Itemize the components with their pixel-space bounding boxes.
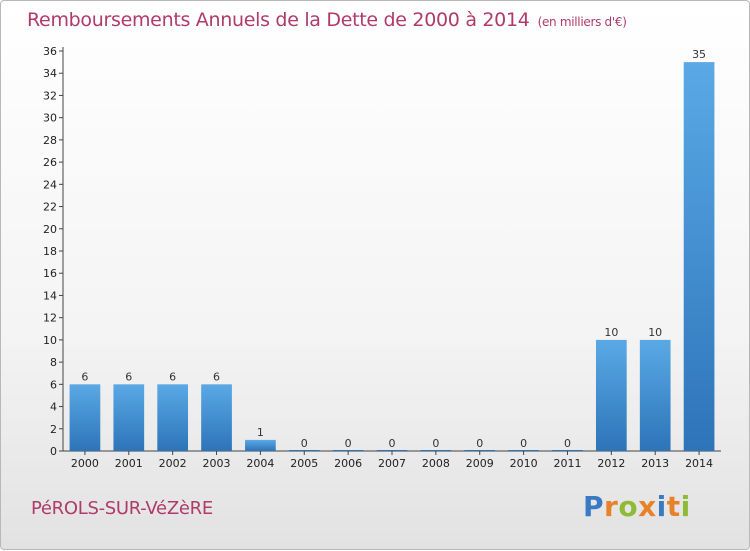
y-tick-label: 0 — [50, 445, 57, 458]
bar-2005 — [288, 450, 320, 451]
logo-letter: i — [656, 490, 667, 523]
bar-2013 — [639, 339, 671, 451]
logo-letter: i — [680, 490, 691, 523]
value-label-2014: 35 — [692, 48, 706, 61]
x-tick-label-2007: 2007 — [378, 457, 406, 470]
proxiti-logo[interactable]: Proxiti — [583, 490, 691, 523]
x-tick-label-2006: 2006 — [334, 457, 362, 470]
y-tick-label: 34 — [43, 67, 57, 80]
logo-letter: o — [618, 490, 639, 523]
value-label-2003: 6 — [213, 370, 220, 383]
value-label-2008: 0 — [432, 437, 439, 450]
y-tick-label: 8 — [50, 356, 57, 369]
title-text: Remboursements Annuels de la Dette de 20… — [27, 9, 530, 31]
x-tick-label-2009: 2009 — [466, 457, 494, 470]
value-label-2011: 0 — [564, 437, 571, 450]
bar-2004 — [245, 439, 276, 451]
x-tick-label-2000: 2000 — [71, 457, 99, 470]
y-tick-label: 16 — [43, 267, 57, 280]
x-tick-label-2001: 2001 — [115, 457, 143, 470]
x-tick-label-2011: 2011 — [553, 457, 581, 470]
commune-name: PéROLS-SUR-VéZèRE — [31, 498, 213, 519]
value-label-2010: 0 — [520, 437, 527, 450]
bar-2011 — [552, 450, 583, 451]
y-tick-label: 30 — [43, 112, 57, 125]
y-tick-label: 28 — [43, 134, 57, 147]
bar-2012 — [595, 339, 627, 451]
bar-2007 — [376, 450, 408, 451]
x-tick-label-2010: 2010 — [510, 457, 538, 470]
bar-2008 — [420, 450, 452, 451]
x-tick-label-2004: 2004 — [246, 457, 274, 470]
value-label-2000: 6 — [81, 370, 88, 383]
y-tick-label: 20 — [43, 223, 57, 236]
y-tick-label: 12 — [43, 312, 57, 325]
bar-2001 — [113, 384, 145, 451]
y-tick-label: 24 — [43, 178, 57, 191]
logo-letter: x — [638, 490, 657, 523]
value-label-2001: 6 — [125, 370, 132, 383]
y-tick-label: 10 — [43, 334, 57, 347]
title-unit: (en milliers d'€) — [537, 15, 627, 29]
x-tick-label-2005: 2005 — [290, 457, 318, 470]
x-tick-label-2012: 2012 — [597, 457, 625, 470]
bar-2010 — [508, 450, 539, 451]
value-label-2002: 6 — [169, 370, 176, 383]
bar-2014 — [683, 62, 715, 451]
y-tick-label: 32 — [43, 89, 57, 102]
y-tick-label: 2 — [50, 423, 57, 436]
bar-2002 — [157, 384, 189, 451]
y-tick-label: 36 — [43, 45, 57, 58]
value-label-2005: 0 — [301, 437, 308, 450]
y-tick-label: 26 — [43, 156, 57, 169]
y-tick-label: 6 — [50, 378, 57, 391]
y-tick-label: 22 — [43, 201, 57, 214]
value-label-2012: 10 — [604, 326, 618, 339]
y-tick-label: 14 — [43, 289, 57, 302]
bar-2009 — [464, 450, 496, 451]
bar-2000 — [69, 384, 101, 451]
y-tick-label: 18 — [43, 245, 57, 258]
value-label-2013: 10 — [648, 326, 662, 339]
x-tick-label-2003: 2003 — [203, 457, 231, 470]
value-label-2004: 1 — [257, 426, 264, 439]
logo-letter: t — [666, 490, 681, 523]
bar-2006 — [332, 450, 364, 451]
x-tick-label-2008: 2008 — [422, 457, 450, 470]
logo-letter: r — [604, 490, 619, 523]
value-label-2006: 0 — [345, 437, 352, 450]
chart-title: Remboursements Annuels de la Dette de 20… — [27, 9, 627, 31]
x-tick-label-2014: 2014 — [685, 457, 713, 470]
y-tick-label: 4 — [50, 401, 57, 414]
logo-letter: P — [583, 490, 605, 523]
bar-2003 — [201, 384, 232, 451]
x-tick-label-2002: 2002 — [159, 457, 187, 470]
value-label-2007: 0 — [389, 437, 396, 450]
value-label-2009: 0 — [476, 437, 483, 450]
x-tick-label-2013: 2013 — [641, 457, 669, 470]
